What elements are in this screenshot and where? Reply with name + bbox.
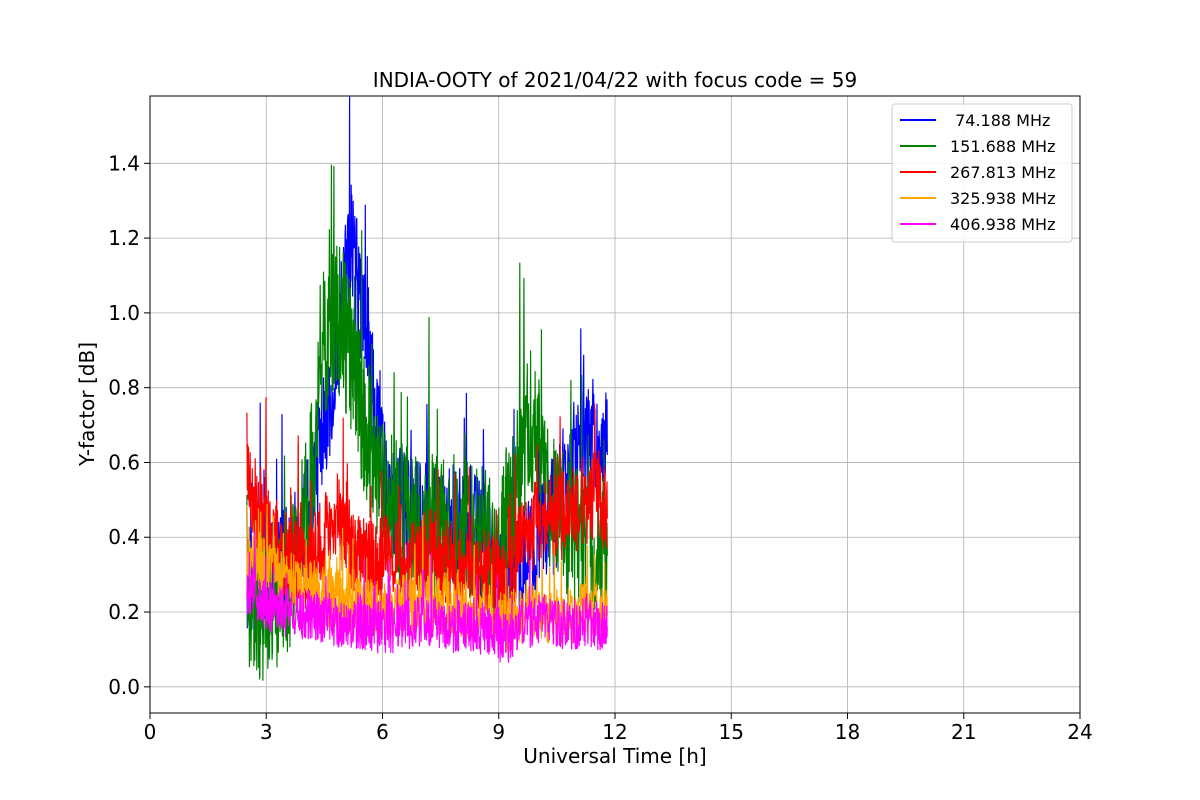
y-tick-label: 1.4 bbox=[108, 151, 140, 175]
y-tick-label: 0.2 bbox=[108, 600, 140, 624]
series-line bbox=[246, 531, 608, 663]
y-tick-label: 0.0 bbox=[108, 675, 140, 699]
x-tick-label: 6 bbox=[376, 720, 389, 744]
series-layer bbox=[246, 95, 608, 681]
y-tick-label: 1.0 bbox=[108, 301, 140, 325]
legend: 74.188 MHz 151.688 MHz 267.813 MHz 325.938 … bbox=[891, 103, 1073, 243]
x-tick-label: 24 bbox=[1067, 720, 1092, 744]
legend-label: 151.688 MHz bbox=[950, 137, 1055, 156]
y-axis: 0.0 0.2 0.4 0.6 0.8 1.0 1.2 1.4 bbox=[108, 151, 150, 699]
legend-label: 325.938 MHz bbox=[950, 189, 1055, 208]
y-tick-label: 0.6 bbox=[108, 450, 140, 474]
y-tick-label: 1.2 bbox=[108, 226, 140, 250]
x-axis: 0 3 6 9 12 15 18 21 24 bbox=[144, 713, 1093, 744]
x-tick-label: 12 bbox=[602, 720, 627, 744]
legend-label: 267.813 MHz bbox=[950, 163, 1055, 182]
y-tick-label: 0.8 bbox=[108, 376, 140, 400]
series-line bbox=[246, 397, 608, 633]
y-axis-label: Y-factor [dB] bbox=[75, 342, 99, 467]
legend-box bbox=[891, 103, 1073, 243]
x-tick-label: 21 bbox=[951, 720, 976, 744]
y-tick-label: 0.4 bbox=[108, 525, 140, 549]
x-axis-label: Universal Time [h] bbox=[523, 744, 706, 768]
x-tick-label: 0 bbox=[144, 720, 157, 744]
x-tick-label: 18 bbox=[835, 720, 860, 744]
legend-label: 74.188 MHz bbox=[950, 111, 1050, 130]
x-tick-label: 3 bbox=[260, 720, 273, 744]
chart-title: INDIA-OOTY of 2021/04/22 with focus code… bbox=[373, 68, 857, 92]
legend-label: 406.938 MHz bbox=[950, 215, 1055, 234]
x-tick-label: 9 bbox=[492, 720, 505, 744]
x-tick-label: 15 bbox=[719, 720, 744, 744]
